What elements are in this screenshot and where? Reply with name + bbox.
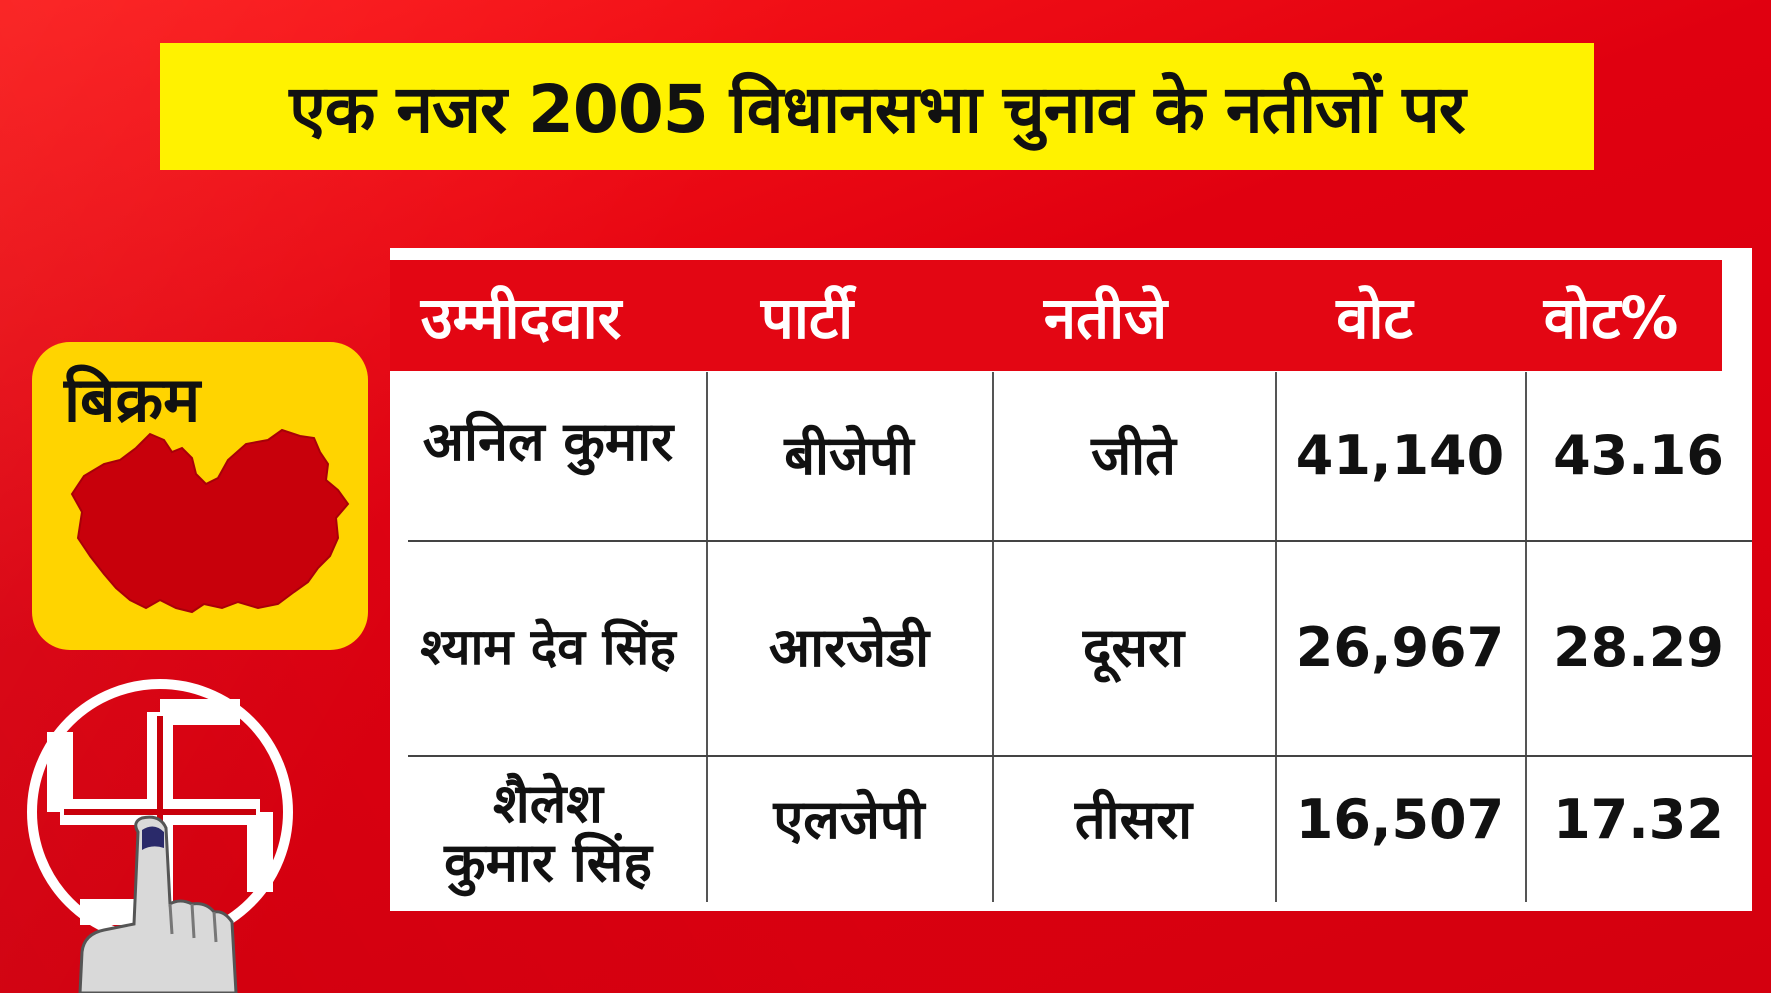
table-cell-result: तीसरा — [1074, 788, 1193, 852]
candidate-name-line: कुमार सिंह — [444, 831, 652, 894]
header-party: पार्टी — [760, 284, 854, 352]
results-table: उम्मीदवार पार्टी नतीजे वोट वोट% अनिल कुम… — [390, 248, 1752, 911]
seat-name: बिक्रम — [64, 363, 201, 436]
table-cell-candidate: श्याम देव सिंह — [420, 618, 676, 676]
header-result: नतीजे — [1043, 284, 1168, 352]
swastik-voting-symbol-icon — [27, 679, 293, 993]
table-cell-candidate: अनिल कुमार — [422, 410, 674, 474]
page-title: एक नजर 2005 विधानसभा चुनाव के नतीजों पर — [289, 70, 1465, 148]
inked-finger-icon — [78, 815, 238, 993]
title-band: एक नजर 2005 विधानसभा चुनाव के नतीजों पर — [160, 43, 1594, 170]
column-divider — [706, 372, 708, 902]
table-cell-votes: 26,967 — [1295, 615, 1505, 679]
table-cell-candidate: शैलेश कुमार सिंह — [390, 755, 706, 911]
candidate-name-line: शैलेश — [492, 771, 604, 835]
seat-card: बिक्रम — [32, 342, 368, 650]
row-divider — [408, 540, 1752, 542]
header-votes: वोट — [1336, 284, 1413, 352]
table-cell-party: बीजेपी — [784, 424, 914, 488]
column-divider — [992, 372, 994, 902]
table-cell-result: जीते — [1091, 424, 1176, 488]
header-candidate: उम्मीदवार — [420, 284, 622, 352]
table-cell-vote-pct: 28.29 — [1553, 615, 1724, 679]
table-cell-vote-pct: 17.32 — [1553, 788, 1724, 852]
row-divider — [408, 755, 1752, 757]
header-vote-pct: वोट% — [1543, 284, 1679, 352]
constituency-map-icon — [70, 428, 350, 614]
table-cell-result: दूसरा — [1082, 615, 1185, 679]
table-cell-party: एलजेपी — [773, 788, 925, 852]
column-divider — [1525, 372, 1527, 902]
table-header-row: उम्मीदवार पार्टी नतीजे वोट वोट% — [390, 260, 1722, 371]
table-cell-vote-pct: 43.16 — [1553, 424, 1724, 488]
column-divider — [1275, 372, 1277, 902]
table-cell-votes: 16,507 — [1295, 788, 1505, 852]
table-cell-votes: 41,140 — [1295, 424, 1505, 488]
table-cell-party: आरजेडी — [768, 615, 930, 679]
